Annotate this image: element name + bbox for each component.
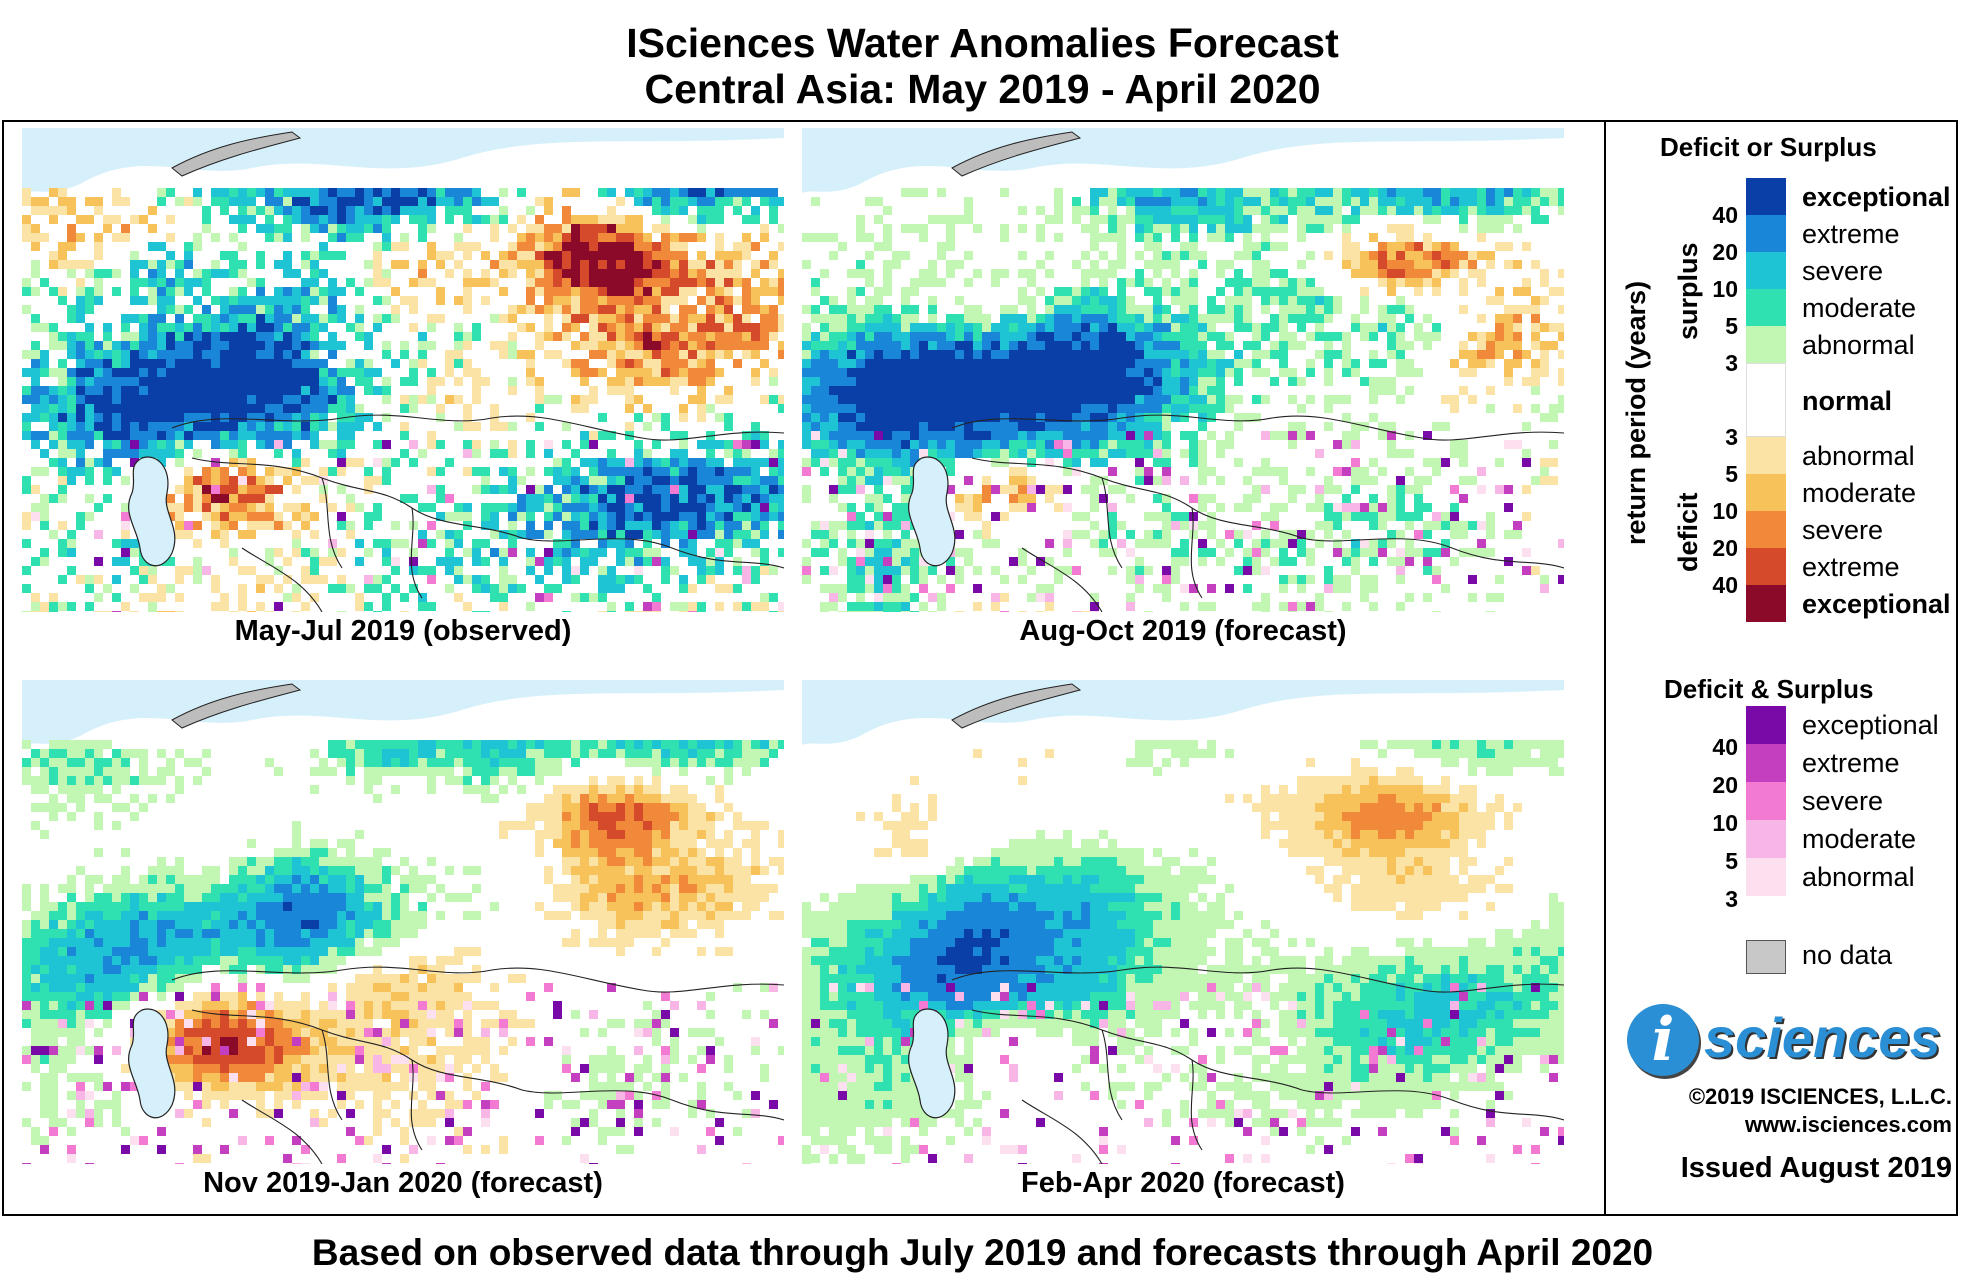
website-text: www.isciences.com: [1744, 1112, 1952, 1137]
arctic-ocean: [802, 680, 1564, 745]
legend-deficit-tick: 3: [1725, 424, 1738, 450]
legend-both-swatch-exceptional: [1746, 706, 1786, 744]
legend-surplus-tick: 40: [1712, 202, 1738, 228]
caspian-sea: [128, 1008, 176, 1119]
arctic-ocean: [22, 680, 784, 745]
panel-caption-1: May-Jul 2019 (observed): [234, 615, 572, 647]
legend-deficit-swatch-abnormal: [1746, 437, 1786, 474]
map-panel-3: [22, 680, 784, 1164]
map-svg-1: [22, 128, 784, 612]
copyright-text: ©2019 ISCIENCES, L.L.C.: [1688, 1084, 1952, 1109]
figure-frame: [2, 120, 1958, 1216]
arctic-ocean: [802, 128, 1564, 193]
map-svg-2: [802, 128, 1564, 612]
isciences-logo-icon: i: [1627, 1004, 1699, 1076]
legend-title-deficit-and-surplus: Deficit & Surplus: [1664, 674, 1874, 704]
legend-surplus-label-severe: severe: [1802, 256, 1884, 286]
legend-both-tick: 5: [1725, 848, 1738, 874]
legend-normal-swatch: [1746, 363, 1786, 437]
panel-caption-3: Nov 2019-Jan 2020 (forecast): [203, 1167, 603, 1199]
legend-deficit-label-extreme: extreme: [1802, 552, 1900, 582]
anomaly-grid: [22, 188, 784, 612]
country-borders: [951, 966, 1564, 1164]
page-subtitle: Central Asia: May 2019 - April 2020: [644, 66, 1321, 112]
legend-normal-label: normal: [1802, 386, 1893, 416]
map-panel-4: [802, 680, 1564, 1164]
no-data-island: [951, 683, 1082, 729]
legend-deficit-tick: 5: [1725, 461, 1738, 487]
legend-surplus-swatch-severe: [1746, 252, 1786, 289]
arctic-ocean: [22, 128, 784, 193]
legend-both-swatch-extreme: [1746, 744, 1786, 782]
no-data-island: [171, 683, 302, 729]
legend-deficit-label-abnormal: abnormal: [1802, 441, 1915, 471]
legend-axis-label: return period (years): [1621, 280, 1651, 545]
legend-deficit-label-exceptional: exceptional: [1802, 589, 1951, 619]
caspian-sea: [908, 1008, 956, 1119]
legend-both-swatch-abnormal: [1746, 858, 1786, 896]
isciences-logo-text: sciences: [1704, 1006, 1941, 1069]
map-panel-2: [802, 128, 1564, 612]
legend-divider: [1604, 120, 1606, 1216]
map-svg-4: [802, 680, 1564, 1164]
page-title: ISciences Water Anomalies Forecast: [626, 20, 1339, 66]
legend-surplus-swatch-abnormal: [1746, 326, 1786, 363]
legend-both-label-abnormal: abnormal: [1802, 862, 1915, 892]
panel-caption-4: Feb-Apr 2020 (forecast): [1021, 1167, 1345, 1199]
legend-surplus-swatch-exceptional: [1746, 178, 1786, 215]
legend-title-deficit-or-surplus: Deficit or Surplus: [1660, 132, 1877, 162]
legend-both-label-severe: severe: [1802, 786, 1884, 816]
legend-deficit-label-moderate: moderate: [1802, 478, 1917, 508]
legend-deficit-tick: 10: [1712, 498, 1738, 524]
legend-surplus-tick: 20: [1712, 239, 1738, 265]
map-panel-1: [22, 128, 784, 612]
legend-deficit-swatch-moderate: [1746, 474, 1786, 511]
map-svg-3: [22, 680, 784, 1164]
legend-both-swatch-moderate: [1746, 820, 1786, 858]
legend-surplus-swatch-moderate: [1746, 289, 1786, 326]
caspian-sea: [128, 456, 176, 567]
issued-text: Issued August 2019: [1680, 1152, 1952, 1184]
legend-both-label-extreme: extreme: [1802, 748, 1900, 778]
legend-deficit-tick: 20: [1712, 535, 1738, 561]
legend-deficit-tick: 40: [1712, 572, 1738, 598]
no-data-island: [171, 131, 302, 177]
no-data-island: [951, 131, 1082, 177]
legend-deficit-label-severe: severe: [1802, 515, 1884, 545]
legend-both-label-exceptional: exceptional: [1802, 710, 1939, 740]
legend-both-tick: 40: [1712, 734, 1738, 760]
legend-both-tick: 3: [1725, 886, 1738, 912]
legend-surplus-label-moderate: moderate: [1802, 293, 1917, 323]
legend-surplus-swatch-extreme: [1746, 215, 1786, 252]
legend-deficit-swatch-severe: [1746, 511, 1786, 548]
legend-surplus-label-exceptional: exceptional: [1802, 182, 1951, 212]
legend-both-swatch-severe: [1746, 782, 1786, 820]
caspian-sea: [908, 456, 956, 567]
legend-both-tick: 10: [1712, 810, 1738, 836]
legend-deficit-swatch-exceptional: [1746, 585, 1786, 622]
legend-nodata-label: no data: [1802, 940, 1893, 970]
panel-caption-2: Aug-Oct 2019 (forecast): [1019, 615, 1347, 647]
legend-deficit-swatch-extreme: [1746, 548, 1786, 585]
legend-both-label-moderate: moderate: [1802, 824, 1917, 854]
country-borders: [951, 414, 1564, 612]
legend-surplus-tick: 3: [1725, 350, 1738, 376]
legend-surplus-tick: 5: [1725, 313, 1738, 339]
legend-surplus-tick: 10: [1712, 276, 1738, 302]
legend-surplus-label-extreme: extreme: [1802, 219, 1900, 249]
legend-surplus-label-abnormal: abnormal: [1802, 330, 1915, 360]
country-borders: [171, 414, 784, 612]
anomaly-grid: [802, 740, 1564, 1164]
legend-both-tick: 20: [1712, 772, 1738, 798]
legend-nodata-swatch: [1746, 940, 1786, 974]
country-borders: [171, 966, 784, 1164]
anomaly-grid: [22, 740, 784, 1164]
footer-note: Based on observed data through July 2019…: [311, 1232, 1654, 1273]
